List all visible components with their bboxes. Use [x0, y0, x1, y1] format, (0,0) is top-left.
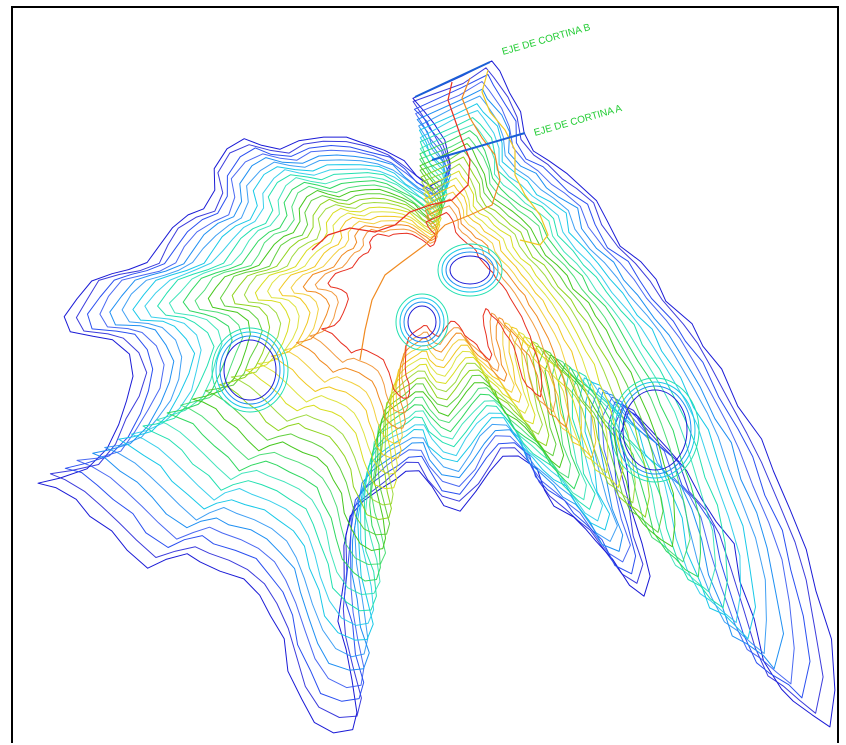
- contour-line: [245, 170, 624, 490]
- contour-line: [92, 88, 784, 671]
- contour-line: [180, 136, 691, 565]
- island-contour: [223, 339, 277, 401]
- contour-line: [270, 184, 597, 459]
- contour-lines: [37, 60, 836, 734]
- island-contour: [441, 247, 499, 293]
- island-contour: [449, 255, 491, 285]
- island-contour: [407, 305, 437, 339]
- island-contour: [622, 389, 688, 471]
- contour-line: [142, 117, 728, 612]
- contour-line: [76, 81, 795, 689]
- dam-axis-a-line: [431, 132, 526, 161]
- river-channel-contour: [359, 77, 501, 361]
- drawing-frame: [11, 6, 839, 743]
- contour-line: [64, 74, 811, 702]
- island-contour: [614, 381, 696, 479]
- contour-line: [104, 95, 767, 658]
- contour-line: [218, 156, 650, 520]
- contour-line: [230, 163, 636, 506]
- dam-axis-b-line: [414, 61, 491, 98]
- contour-line: [192, 143, 676, 551]
- contour-line: [321, 212, 543, 399]
- island-contour: [618, 385, 692, 475]
- island-contour: [215, 331, 285, 409]
- contour-line: [296, 198, 569, 429]
- island-contour: [219, 335, 281, 405]
- island-contour: [445, 251, 495, 289]
- island-contour: [610, 377, 700, 483]
- island-contour: [399, 297, 445, 347]
- contour-line: [257, 177, 609, 475]
- contour-line: [49, 67, 824, 718]
- island-contour: [437, 243, 503, 297]
- contour-line: [118, 103, 756, 641]
- river-channel-contour: [311, 81, 471, 251]
- contour-line: [156, 123, 717, 595]
- island-contour: [403, 301, 441, 343]
- river-channel-contour: [481, 69, 549, 246]
- contour-line: [283, 191, 582, 444]
- contour-line: [166, 130, 701, 582]
- dam-axis-b-label: EJE DE CORTINA B: [501, 22, 592, 58]
- island-contour: [211, 327, 289, 413]
- dam-axis-a-label: EJE DE CORTINA A: [533, 103, 624, 139]
- island-contour: [395, 293, 449, 351]
